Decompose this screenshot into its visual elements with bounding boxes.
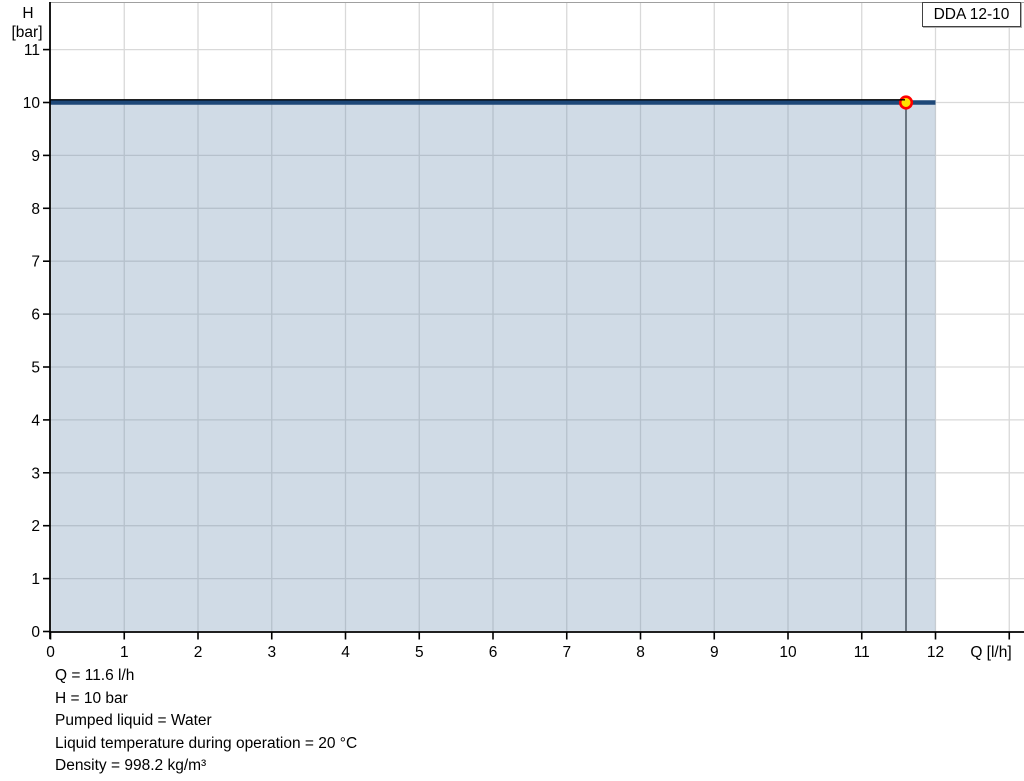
x-tick-label: 11 <box>854 644 870 661</box>
y-tick-label: 0 <box>31 624 40 641</box>
y-axis-title: H <box>22 5 33 22</box>
y-tick-label: 10 <box>23 95 41 112</box>
operating-point-marker[interactable] <box>898 95 914 110</box>
y-axis-title-unit: [bar] <box>11 24 42 41</box>
x-tick-label: 3 <box>267 644 276 661</box>
x-tick-label: 1 <box>120 644 129 661</box>
info-line-pumped-liquid: Pumped liquid = Water <box>55 712 212 729</box>
curve-area-fill <box>51 102 936 631</box>
x-tick-label: 5 <box>415 644 424 661</box>
x-tick-label: 10 <box>779 644 797 661</box>
legend-label: DDA 12-10 <box>933 5 1010 23</box>
info-line-h: H = 10 bar <box>55 689 128 707</box>
y-tick-label: 4 <box>31 412 40 429</box>
x-tick-label: 0 <box>46 644 55 661</box>
x-tick-label: 9 <box>710 644 719 661</box>
y-tick-label: 3 <box>31 465 40 482</box>
chart-info: Q = 11.6 l/h H = 10 bar Pumped liquid = … <box>0 662 1024 778</box>
y-tick-label: 5 <box>31 360 40 377</box>
y-tick-label: 7 <box>31 254 40 271</box>
y-tick-label: 9 <box>31 148 40 165</box>
x-tick-label: 6 <box>489 644 498 661</box>
x-tick-label: 12 <box>927 644 944 661</box>
x-axis-title: Q [l/h] <box>970 644 1011 661</box>
x-tick-label: 8 <box>636 644 645 661</box>
y-tick-label: 1 <box>31 571 40 588</box>
y-tick-label: 6 <box>31 307 40 324</box>
x-tick-label: 2 <box>194 644 203 661</box>
y-tick-label: 8 <box>31 201 40 218</box>
y-tick-label: 2 <box>31 518 40 535</box>
x-tick-label: 7 <box>562 644 571 661</box>
info-line-density: Density = 998.2 kg/m³ <box>55 757 207 774</box>
legend-box: DDA 12-10 <box>922 2 1021 27</box>
x-tick-label: 4 <box>341 644 350 661</box>
info-line-q: Q = 11.6 l/h <box>55 667 135 684</box>
y-tick-label: 11 <box>24 42 40 59</box>
info-line-liquid-temperature: Liquid temperature during operation = 20… <box>55 734 358 752</box>
